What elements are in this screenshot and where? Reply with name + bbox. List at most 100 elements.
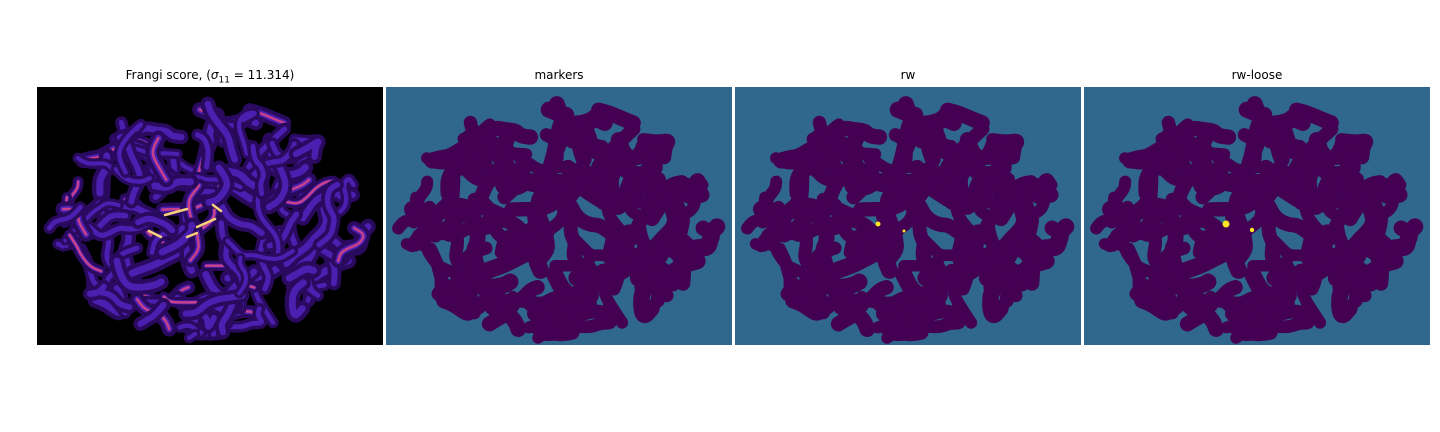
frangi-image — [37, 87, 383, 345]
label-region — [1280, 252, 1299, 299]
label-region — [595, 139, 619, 201]
label-region — [629, 260, 671, 287]
label-region — [1191, 130, 1222, 188]
label-region — [944, 139, 968, 201]
vessel-core — [288, 279, 307, 319]
label-region — [931, 252, 950, 299]
vessel-core — [237, 255, 248, 296]
label-region — [481, 297, 521, 332]
label-region — [922, 302, 966, 334]
label-region — [811, 118, 845, 179]
label-region — [1129, 279, 1184, 315]
label-region — [600, 185, 634, 264]
label-region — [573, 302, 617, 334]
label-highlight-dot — [1222, 220, 1230, 228]
vessel-core — [182, 292, 246, 317]
label-region — [780, 279, 835, 315]
label-region — [830, 297, 870, 332]
label-region — [806, 252, 868, 296]
label-region — [1268, 235, 1346, 265]
label-mask — [392, 96, 726, 344]
vessel-core — [204, 100, 239, 163]
vessel-hot — [248, 109, 286, 125]
label-region — [1246, 96, 1290, 168]
vessel-core — [113, 257, 165, 291]
label-highlight-dot — [902, 229, 906, 233]
vessel-peak — [211, 203, 223, 213]
label-region — [502, 217, 550, 261]
vessel-core — [137, 301, 167, 327]
rw-loose-image — [1084, 87, 1430, 345]
label-region — [1010, 177, 1043, 252]
label-region — [1028, 220, 1069, 269]
rw-image — [735, 87, 1081, 345]
vessel-core — [283, 205, 330, 268]
vessel-core — [135, 215, 176, 234]
label-region — [1373, 173, 1407, 223]
label-region — [761, 228, 806, 278]
vessel-core — [329, 176, 356, 219]
markers-image — [386, 87, 732, 345]
label-region — [978, 260, 1020, 287]
vessel-core — [128, 250, 180, 277]
vessel-core — [86, 283, 133, 311]
label-region — [1293, 139, 1317, 201]
label-region — [741, 200, 785, 235]
label-region — [431, 279, 486, 315]
label-region — [821, 245, 883, 282]
label-region — [1331, 274, 1359, 324]
label-region — [412, 228, 457, 278]
rw-title: rw — [900, 68, 916, 82]
label-region — [856, 290, 900, 309]
label-region — [679, 220, 720, 269]
vessel-core — [227, 306, 264, 330]
vessel-hot — [151, 136, 168, 181]
label-region — [828, 211, 878, 238]
label-region — [570, 235, 648, 265]
label-region — [1119, 152, 1166, 176]
label-region — [1237, 128, 1262, 174]
label-region — [888, 128, 913, 174]
label-region — [472, 245, 534, 282]
vessel-peak — [195, 217, 217, 229]
label-region — [1335, 133, 1374, 165]
vessel-core — [285, 265, 317, 282]
label-region — [1090, 200, 1134, 235]
label-region — [1177, 211, 1227, 238]
vessel-core — [316, 181, 341, 248]
vessel-core — [236, 110, 257, 156]
label-region — [1377, 220, 1418, 269]
label-region — [582, 252, 601, 299]
rw-loose-title: rw-loose — [1231, 68, 1283, 82]
label-region — [1247, 159, 1282, 211]
label-region — [770, 152, 817, 176]
label-region — [1179, 297, 1219, 332]
label-region — [949, 185, 983, 264]
label-region — [548, 96, 592, 168]
label-region — [931, 106, 959, 160]
label-region — [1359, 177, 1392, 252]
label-region — [532, 328, 550, 344]
markers-title: markers — [534, 68, 584, 82]
label-region — [637, 133, 676, 165]
label-region — [1261, 297, 1287, 340]
label-region — [1205, 290, 1249, 309]
label-region — [1110, 228, 1155, 278]
vessel-core — [75, 155, 116, 172]
label-mask — [741, 96, 1075, 344]
vessel-core — [218, 302, 236, 336]
label-region — [1327, 260, 1369, 287]
label-region — [1200, 217, 1248, 261]
vessel-peak — [185, 231, 199, 239]
label-region — [633, 274, 661, 324]
label-mask — [1090, 96, 1424, 344]
label-region — [458, 163, 505, 188]
label-region — [842, 130, 873, 188]
label-region — [582, 106, 610, 160]
label-region — [897, 96, 941, 168]
label-region — [507, 290, 551, 309]
vessel-core — [225, 238, 295, 262]
vessel-hot — [162, 295, 198, 304]
vessel-hot — [336, 226, 365, 263]
vessel-core — [117, 122, 144, 175]
